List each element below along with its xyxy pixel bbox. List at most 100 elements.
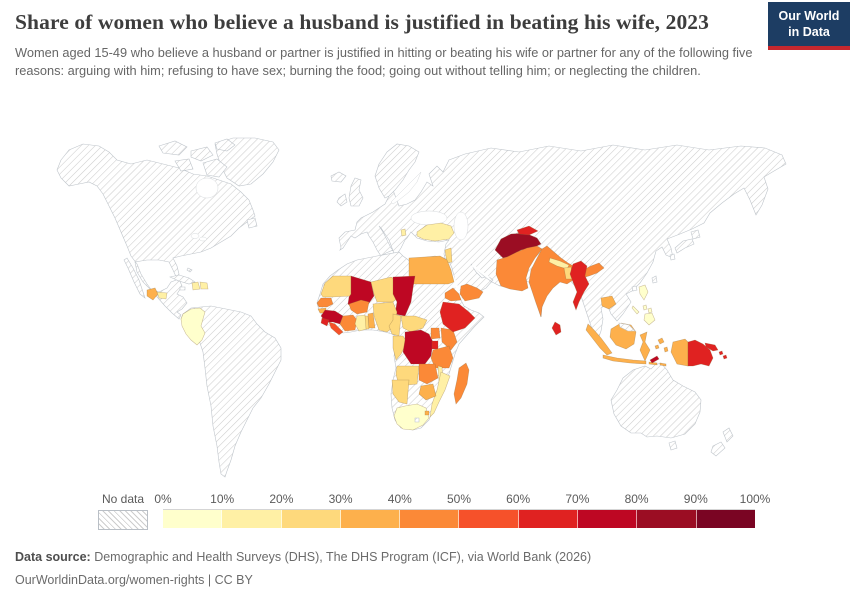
country-sri-lanka[interactable]: [551, 321, 562, 336]
country-uganda[interactable]: [430, 327, 441, 340]
legend-bin-60-70%[interactable]: [518, 510, 579, 528]
country-madagascar[interactable]: [453, 362, 470, 405]
legend-tick-100%: 100%: [739, 492, 771, 506]
country-honduras[interactable]: [156, 291, 168, 300]
region-south-america-no-data[interactable]: [180, 305, 282, 478]
region-japan-no-data[interactable]: [669, 229, 701, 261]
region-iceland-no-data[interactable]: [330, 171, 347, 183]
map-legend: No data 0% 10% 20% 30% 40% 50% 60% 70% 80% 90% 100…: [98, 492, 770, 536]
country-eritrea[interactable]: [444, 287, 462, 302]
legend-no-data-swatch[interactable]: [98, 510, 148, 530]
legend-tick-40%: 40%: [387, 492, 412, 506]
country-dominican-republic[interactable]: [199, 281, 209, 290]
country-ghana[interactable]: [354, 314, 368, 332]
country-senegal[interactable]: [316, 297, 334, 308]
country-namibia[interactable]: [391, 379, 410, 405]
country-myanmar[interactable]: [569, 260, 590, 311]
country-indonesia[interactable]: [585, 322, 689, 367]
persian-gulf: [471, 264, 490, 279]
region-taiwan-no-data[interactable]: [631, 275, 658, 292]
country-tanzania[interactable]: [430, 345, 454, 369]
legend-tick-10%: 10%: [210, 492, 235, 506]
country-rwanda-burundi[interactable]: [431, 340, 439, 350]
legend-tick-labels: 0% 10% 20% 30% 40% 50% 60% 70% 80% 90% 100%: [154, 492, 770, 509]
legend-bin-80-90%[interactable]: [637, 510, 697, 528]
footer: Data source: Demographic and Health Surv…: [15, 546, 591, 591]
region-malaysia-borneo-no-data[interactable]: [618, 322, 636, 332]
no-data-overlays[interactable]: [414, 322, 636, 423]
data-source-line: Data source: Demographic and Health Surv…: [15, 546, 591, 569]
legend-bin-40-50%[interactable]: [400, 510, 460, 528]
legend-bin-20-30%[interactable]: [281, 510, 341, 528]
country-png-new-britain[interactable]: [704, 342, 719, 352]
country-colombia[interactable]: [180, 307, 206, 346]
legend-tick-70%: 70%: [565, 492, 590, 506]
country-philippines[interactable]: [631, 284, 656, 326]
country-tajikistan[interactable]: [516, 225, 539, 236]
region-australia-no-data[interactable]: [610, 362, 702, 451]
country-zambia[interactable]: [418, 363, 439, 385]
country-cambodia[interactable]: [600, 295, 617, 310]
country-yemen[interactable]: [459, 283, 484, 302]
region-new-zealand-no-data[interactable]: [710, 427, 734, 457]
owid-logo-line1: Our World: [778, 9, 840, 23]
region-united-kingdom-no-data[interactable]: [336, 177, 364, 207]
country-solomon-islands[interactable]: [718, 350, 728, 360]
region-scandinavia-no-data[interactable]: [374, 143, 420, 199]
legend-tick-20%: 20%: [269, 492, 294, 506]
country-sierra-leone[interactable]: [320, 317, 330, 327]
legend-bin-70-80%[interactable]: [578, 510, 638, 528]
legend-bin-30-40%[interactable]: [340, 510, 401, 528]
country-central-african-republic[interactable]: [400, 315, 428, 333]
legend-no-data[interactable]: No data: [98, 492, 148, 530]
country-eswatini[interactable]: [424, 410, 430, 416]
legend-color-bins[interactable]: [163, 509, 755, 528]
legend-bin-10-20%[interactable]: [222, 510, 282, 528]
country-papua-new-guinea[interactable]: [687, 339, 714, 367]
baltic-sea: [390, 171, 422, 205]
country-togo[interactable]: [364, 315, 370, 330]
legend-bin-90-100%[interactable]: [696, 510, 755, 528]
country-egypt[interactable]: [408, 255, 455, 285]
hudson-bay: [195, 177, 219, 199]
country-gabon-congo[interactable]: [392, 335, 408, 361]
country-zimbabwe[interactable]: [418, 383, 437, 401]
country-albania[interactable]: [400, 228, 407, 237]
legend-bin-0-10%[interactable]: [163, 510, 223, 528]
country-burkina-faso[interactable]: [348, 299, 370, 315]
country-pakistan[interactable]: [495, 245, 543, 292]
country-liberia[interactable]: [328, 321, 344, 336]
owid-logo[interactable]: Our World in Data: [768, 2, 850, 51]
country-timor-leste[interactable]: [649, 355, 660, 364]
data-source-text: Demographic and Health Surveys (DHS), Th…: [90, 550, 592, 564]
country-turkey[interactable]: [416, 222, 455, 242]
no-data-regions[interactable]: [56, 137, 787, 478]
country-haiti[interactable]: [191, 281, 201, 291]
chart-subtitle: Women aged 15-49 who believe a husband o…: [15, 45, 753, 78]
region-newfoundland-no-data[interactable]: [246, 217, 258, 229]
country-mauritania[interactable]: [320, 275, 352, 298]
footer-note: OurWorldinData.org/women-rights | CC BY: [15, 569, 591, 592]
world-choropleth-map[interactable]: [55, 136, 795, 492]
country-south-africa[interactable]: [393, 403, 430, 431]
country-jordan[interactable]: [444, 247, 453, 264]
legend-tick-50%: 50%: [446, 492, 472, 506]
great-lakes-2: [199, 236, 207, 242]
legend-tick-60%: 60%: [506, 492, 531, 506]
country-benin[interactable]: [367, 312, 376, 329]
legend-no-data-label: No data: [101, 492, 145, 506]
region-lesotho-no-data[interactable]: [414, 417, 420, 423]
country-dr-congo[interactable]: [402, 329, 434, 365]
country-ivory-coast[interactable]: [339, 314, 358, 332]
country-guatemala[interactable]: [146, 287, 159, 301]
legend-bin-50-60%[interactable]: [459, 510, 519, 528]
region-cuba-no-data[interactable]: [169, 267, 196, 291]
map-svg[interactable]: [55, 136, 795, 492]
owid-url-link[interactable]: OurWorldinData.org/women-rights | CC BY: [15, 572, 253, 587]
region-baja-california-no-data[interactable]: [123, 257, 146, 299]
legend-tick-30%: 30%: [328, 492, 353, 506]
country-ethiopia[interactable]: [439, 301, 476, 333]
legend-scale: 0% 10% 20% 30% 40% 50% 60% 70% 80% 90% 100%: [154, 492, 770, 528]
colored-countries[interactable]: [146, 222, 728, 431]
region-arctic-islands-no-data[interactable]: [158, 138, 236, 178]
